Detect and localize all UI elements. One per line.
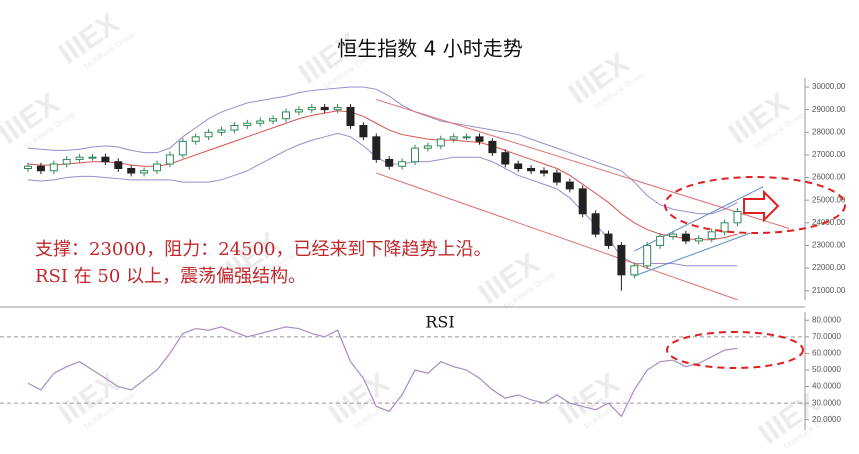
candle-body [385, 158, 394, 167]
candle-body [346, 106, 355, 127]
trend-line [634, 186, 764, 252]
band-line [27, 110, 738, 241]
trend-line [376, 172, 738, 301]
rsi-line [27, 326, 738, 418]
y-tick-label: 24000.00 [812, 218, 846, 227]
y-tick-label: 30.0000 [812, 398, 841, 407]
candle-body [36, 165, 45, 172]
candle-body [733, 210, 742, 224]
candle-body [578, 188, 587, 215]
candle-body [114, 161, 123, 170]
y-tick-label: 22000.00 [812, 263, 846, 272]
candle-body [217, 129, 226, 133]
trend-line [634, 232, 751, 277]
candle-body [333, 106, 342, 111]
candle-body [372, 136, 381, 160]
band-line [27, 86, 738, 215]
candle-body [423, 145, 432, 149]
candle-body [449, 136, 458, 140]
candle-body [540, 170, 548, 174]
candle-body [720, 222, 729, 233]
y-tick-label: 40.0000 [812, 382, 841, 391]
candle-body [359, 125, 368, 138]
trend-line [376, 99, 790, 229]
candle-body [669, 233, 677, 237]
candle-body [49, 163, 58, 172]
y-tick-label: 50.0000 [812, 365, 841, 374]
candle-body [617, 244, 626, 276]
y-tick-label: 23000.00 [812, 241, 846, 250]
candle-body [475, 136, 484, 142]
rsi-title: RSI [425, 313, 454, 332]
candle-body [565, 181, 574, 190]
candle-body [140, 170, 149, 174]
y-tick-label: 27000.00 [812, 150, 846, 159]
y-tick-label: 28000.00 [812, 127, 846, 136]
candle-body [630, 265, 639, 276]
candle-body [514, 163, 523, 170]
candle-body [165, 154, 174, 165]
candle-body [269, 118, 278, 122]
candle-body [320, 106, 329, 111]
candle-body [178, 140, 187, 156]
candle-body [294, 109, 303, 113]
candle-body [411, 147, 419, 163]
candle-body [256, 120, 265, 124]
candle-body [694, 238, 703, 242]
candle-body [230, 125, 239, 131]
candle-body [656, 235, 665, 246]
candle-body [127, 168, 136, 174]
candle-body [398, 161, 407, 167]
candle-body [243, 122, 252, 127]
y-tick-label: 60.0000 [812, 349, 841, 358]
candle-body [552, 172, 561, 183]
candle-body [101, 156, 110, 163]
y-tick-label: 25000.00 [812, 195, 846, 204]
candle-body [501, 152, 510, 165]
candle-body [153, 163, 161, 172]
candle-body [204, 131, 213, 138]
candle-body [462, 136, 471, 139]
candle-body [75, 156, 84, 160]
candle-body [191, 136, 200, 142]
candle-body [643, 244, 652, 267]
candle-body [436, 138, 445, 147]
rsi-ellipse [666, 331, 804, 369]
y-tick-label: 30000.00 [812, 82, 846, 91]
candle-body [527, 168, 536, 172]
plot: 21000.00 22000.00 23000.00 24000.00 25000.00… [0, 82, 846, 424]
annotation: 支撑：23000，阻力：24500，已经来到下降趋势上沿。 [35, 239, 492, 260]
y-tick-label: 80.0000 [812, 315, 841, 324]
candle-body [681, 233, 690, 242]
y-tick-label: 26000.00 [812, 173, 846, 182]
candle-body [591, 213, 600, 235]
candle-body [24, 165, 32, 170]
candle-body [307, 106, 316, 111]
y-tick-label: 21000.00 [812, 286, 846, 295]
highlight-ellipse [664, 176, 846, 234]
y-tick-label: 29000.00 [812, 105, 846, 114]
candle-body [488, 140, 497, 154]
candle-body [707, 231, 716, 240]
arrow [743, 189, 780, 223]
chart-title: 恒生指数 4 小时走势 [337, 37, 522, 61]
candle-body [62, 158, 71, 165]
candle-body [282, 111, 290, 120]
candle-body [604, 233, 613, 246]
candle-body [88, 156, 97, 159]
y-tick-label: 70.0000 [812, 332, 841, 341]
y-tick-label: 20.0000 [812, 415, 841, 424]
annotation: RSI 在 50 以上，震荡偏强结构。 [35, 266, 306, 287]
